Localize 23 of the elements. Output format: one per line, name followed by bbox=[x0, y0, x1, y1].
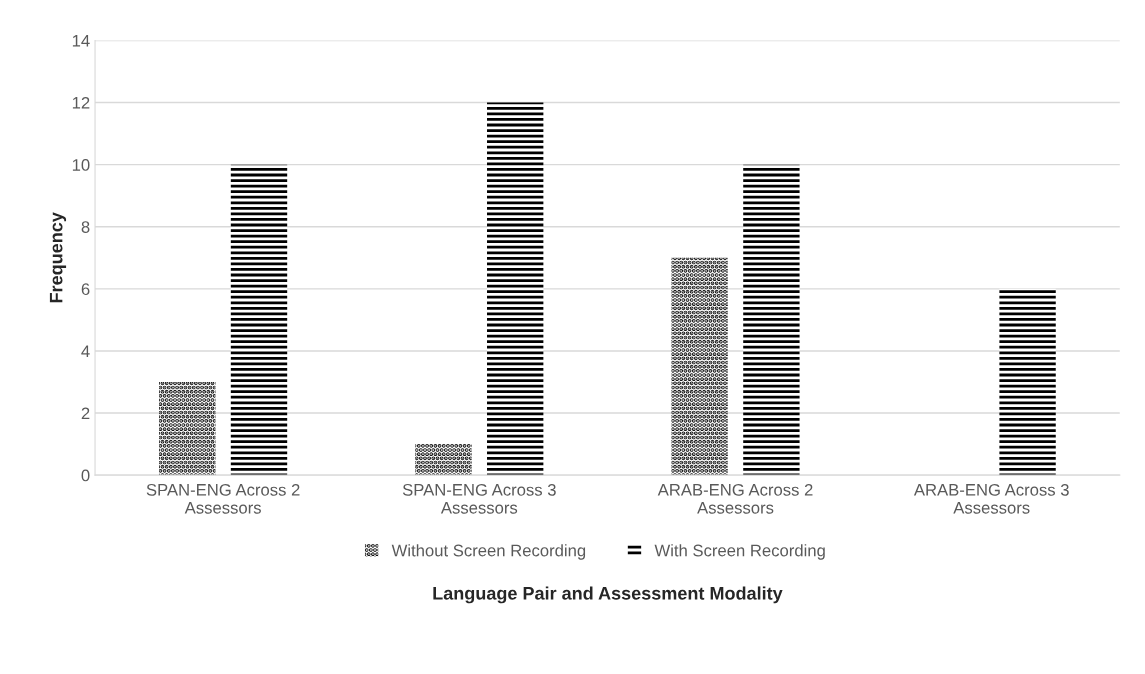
bar bbox=[415, 444, 472, 476]
bar bbox=[487, 102, 544, 476]
x-tick-label: SPAN-ENG Across 2 Assessors bbox=[146, 483, 300, 514]
y-tick-label: 0 bbox=[81, 469, 90, 482]
x-tick-label: ARAB-ENG Across 3 Assessors bbox=[913, 483, 1069, 514]
bar bbox=[230, 164, 288, 476]
legend-label: Without Screen Recording bbox=[391, 544, 586, 560]
bar bbox=[999, 288, 1056, 476]
y-tick-label: 8 bbox=[81, 221, 90, 233]
y-tick-label: 10 bbox=[72, 159, 90, 171]
bar bbox=[671, 257, 728, 476]
x-axis-title: Language Pair and Assessment Modality bbox=[433, 586, 783, 604]
y-tick-label: 2 bbox=[81, 407, 90, 420]
x-tick-label: SPAN-ENG Across 3 Assessors bbox=[402, 483, 556, 514]
y-tick-label: 12 bbox=[72, 96, 90, 109]
x-tick-label: ARAB-ENG Across 2 Assessors bbox=[657, 483, 813, 514]
bar bbox=[743, 164, 800, 476]
y-axis-title: Frequency bbox=[49, 212, 67, 303]
y-tick-label: 14 bbox=[72, 35, 90, 47]
bar bbox=[159, 382, 216, 476]
y-tick-label: 4 bbox=[81, 345, 90, 357]
y-tick-label: 6 bbox=[81, 283, 90, 296]
legend-label: With Screen Recording bbox=[654, 544, 825, 560]
